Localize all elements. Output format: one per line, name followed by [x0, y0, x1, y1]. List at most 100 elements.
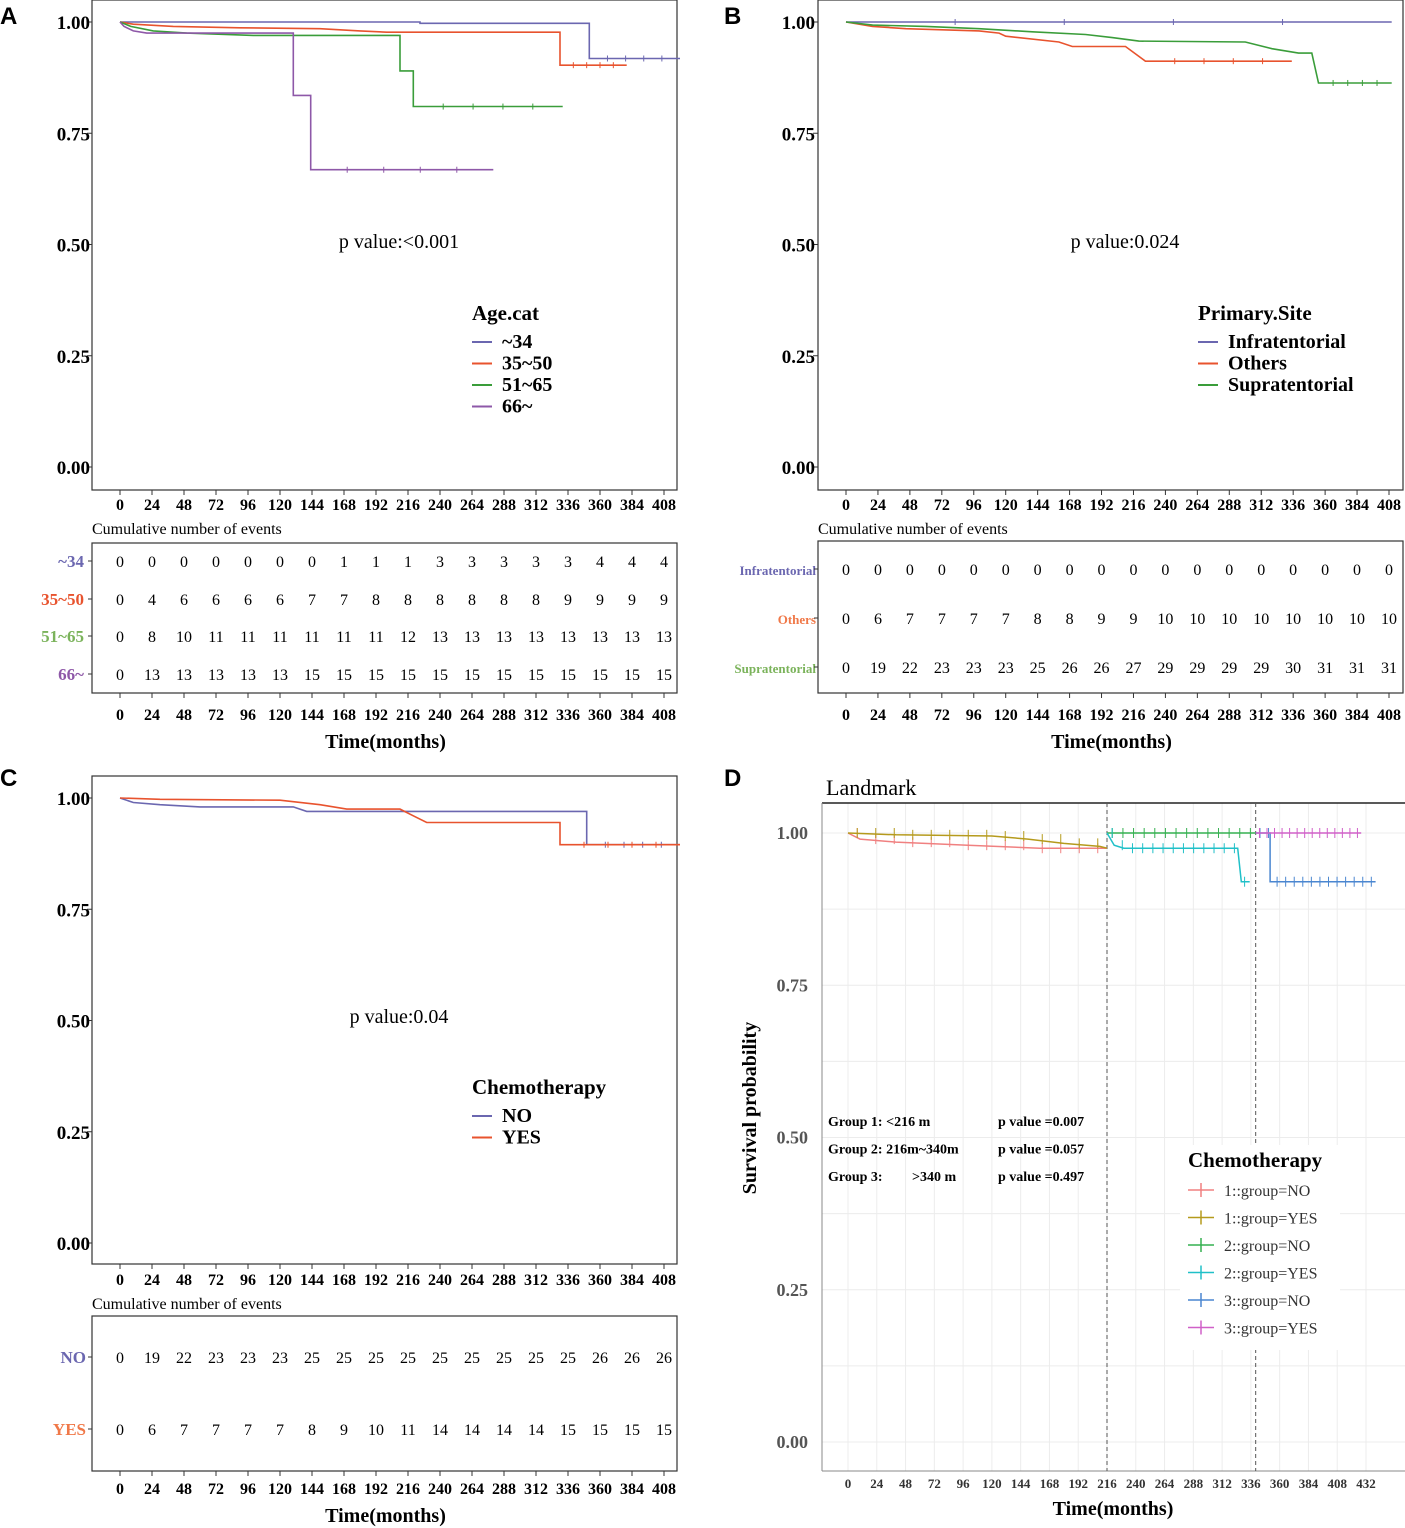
risk-x-tick-label: 168	[332, 707, 356, 724]
risk-table-caption: Cumulative number of events	[92, 1296, 282, 1313]
legend-label: ~34	[502, 331, 532, 353]
panel-letter: D	[724, 765, 741, 792]
risk-value: 25	[336, 1350, 352, 1367]
y-tick-label: 0.25	[782, 347, 815, 368]
x-tick-label: 168	[1058, 497, 1082, 514]
risk-value: 0	[116, 1350, 124, 1367]
x-tick-label: 96	[240, 1272, 256, 1289]
risk-value: 15	[592, 1422, 608, 1439]
risk-value: 7	[180, 1422, 188, 1439]
x-tick-label: 336	[1281, 497, 1305, 514]
survival-curve-Others	[845, 21, 1292, 62]
risk-value: 0	[1321, 562, 1329, 579]
survival-curve-1::group=NO	[847, 832, 1107, 849]
risk-row-label: ~34	[58, 552, 84, 571]
x-tick-label: 408	[652, 1272, 676, 1289]
group-label: Group 1: <216 m	[828, 1115, 931, 1130]
x-tick-label: 360	[588, 1272, 612, 1289]
x-tick-label: 144	[300, 497, 324, 514]
risk-row-label: YES	[53, 1420, 86, 1439]
risk-x-tick-label: 0	[116, 1481, 124, 1498]
x-tick-label: 144	[1026, 497, 1050, 514]
risk-x-tick-label: 384	[1345, 707, 1369, 724]
survival-curve-NO	[119, 797, 680, 846]
risk-x-tick-label: 96	[240, 707, 256, 724]
p-value-annotation: p value:<0.001	[339, 231, 459, 253]
risk-value: 11	[208, 629, 223, 646]
x-tick-label: 0	[842, 497, 850, 514]
risk-value: 10	[1157, 611, 1173, 628]
x-tick-label: 120	[268, 1272, 292, 1289]
y-tick-label: 0.00	[57, 1234, 90, 1255]
risk-value: 15	[432, 667, 448, 684]
risk-value: 6	[874, 611, 882, 628]
y-tick-label: 1.00	[57, 789, 90, 810]
survival-curve-~34	[120, 21, 680, 60]
risk-x-tick-label: 0	[842, 707, 850, 724]
x-tick-label: 144	[300, 1272, 324, 1289]
risk-x-tick-label: 192	[364, 707, 388, 724]
y-tick-label: 1.00	[782, 13, 815, 34]
risk-x-tick-label: 72	[208, 707, 224, 724]
x-tick-label: 72	[208, 497, 224, 514]
x-tick-label: 24	[870, 1476, 884, 1491]
risk-value: 1	[340, 554, 348, 571]
group-pvalue: p value =0.497	[998, 1170, 1084, 1185]
risk-value: 0	[116, 629, 124, 646]
risk-row-label: 66~	[58, 665, 84, 684]
x-tick-label: 312	[1212, 1476, 1232, 1491]
risk-value: 0	[116, 592, 124, 609]
risk-value: 23	[934, 660, 950, 677]
risk-value: 31	[1349, 660, 1365, 677]
risk-value: 8	[532, 592, 540, 609]
risk-x-tick-label: 192	[1090, 707, 1114, 724]
risk-value: 0	[148, 554, 156, 571]
risk-value: 0	[1193, 562, 1201, 579]
x-tick-label: 96	[240, 497, 256, 514]
x-tick-label: 0	[116, 497, 124, 514]
x-tick-label: 168	[332, 497, 356, 514]
risk-value: 15	[656, 1422, 672, 1439]
x-tick-label: 264	[1155, 1476, 1175, 1491]
x-tick-label: 72	[934, 497, 950, 514]
group-pvalue: p value =0.007	[998, 1115, 1084, 1130]
x-tick-label: 216	[1097, 1476, 1117, 1491]
risk-value: 3	[500, 554, 508, 571]
risk-value: 8	[1066, 611, 1074, 628]
risk-value: 15	[336, 667, 352, 684]
survival-curve-1::group=YES	[847, 832, 1108, 849]
risk-value: 4	[596, 554, 604, 571]
risk-value: 7	[212, 1422, 220, 1439]
risk-x-tick-label: 168	[332, 1481, 356, 1498]
group-label: Group 2: 216m~340m	[828, 1143, 959, 1158]
legend-label: 1::group=YES	[1224, 1211, 1317, 1228]
risk-x-tick-label: 408	[652, 1481, 676, 1498]
risk-value: 6	[244, 592, 252, 609]
x-tick-label: 24	[144, 497, 160, 514]
legend-label: NO	[502, 1105, 532, 1127]
legend-label: 3::group=YES	[1224, 1321, 1317, 1338]
legend-label: Infratentorial	[1228, 331, 1346, 353]
risk-value: 9	[1098, 611, 1106, 628]
risk-value: 1	[404, 554, 412, 571]
risk-x-tick-label: 384	[620, 707, 644, 724]
risk-x-tick-label: 120	[268, 707, 292, 724]
risk-value: 13	[144, 667, 160, 684]
y-tick-label: 0.50	[57, 1012, 90, 1033]
risk-value: 25	[368, 1350, 384, 1367]
risk-x-tick-label: 240	[1153, 707, 1177, 724]
x-tick-label: 288	[492, 497, 516, 514]
x-tick-label: 312	[524, 1272, 548, 1289]
risk-value: 0	[1066, 562, 1074, 579]
risk-value: 6	[148, 1422, 156, 1439]
legend-label: 66~	[502, 396, 533, 418]
risk-value: 31	[1381, 660, 1397, 677]
risk-value: 4	[148, 592, 156, 609]
x-tick-label: 72	[208, 1272, 224, 1289]
risk-value: 0	[116, 1422, 124, 1439]
risk-value: 10	[1221, 611, 1237, 628]
risk-value: 11	[304, 629, 319, 646]
risk-value: 11	[368, 629, 383, 646]
risk-value: 0	[938, 562, 946, 579]
p-value-annotation: p value:0.024	[1071, 231, 1180, 253]
